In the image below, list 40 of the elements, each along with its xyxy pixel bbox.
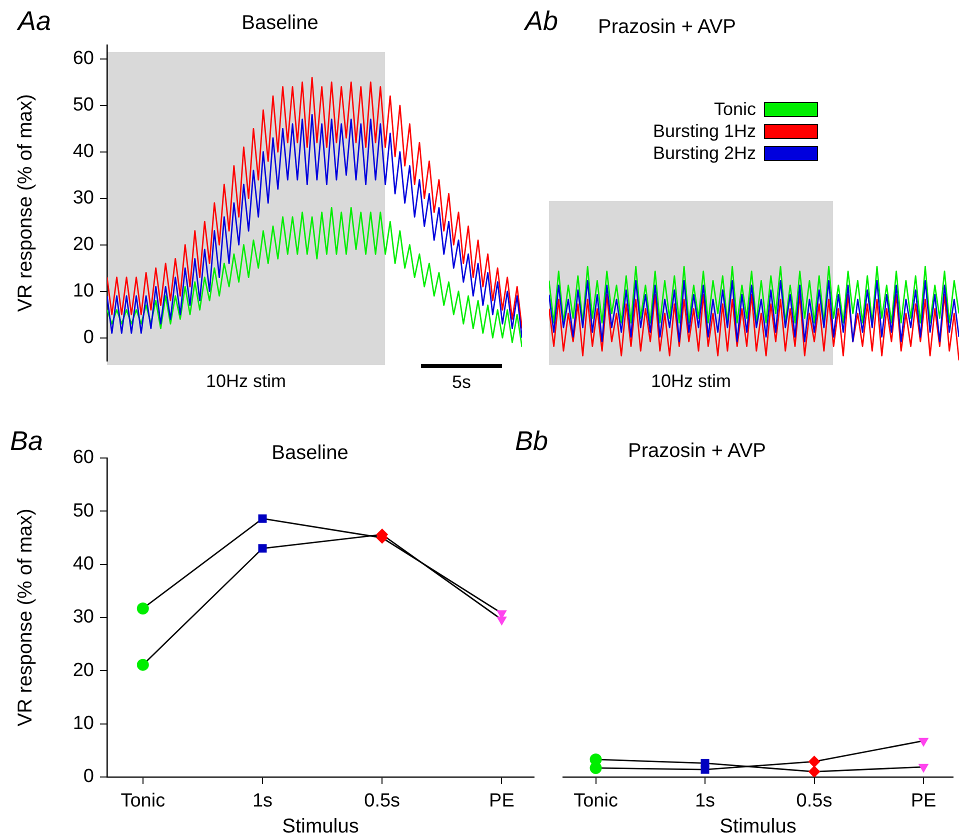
text: Aa xyxy=(18,6,52,37)
y-tick-label: 30 xyxy=(72,188,94,209)
y-tick-label: 50 xyxy=(72,500,94,522)
x-tick-label: 0.5s xyxy=(796,790,832,812)
x-tick-label: 1s xyxy=(694,790,716,812)
y-axis-title: VR response (% of max) xyxy=(14,94,37,312)
x-tick-label: 1s xyxy=(252,790,273,812)
legend-label: Bursting 1Hz xyxy=(652,120,756,142)
x-tick-label: PE xyxy=(489,790,514,812)
y-tick-label: 10 xyxy=(72,713,94,734)
y-tick-label: 20 xyxy=(72,234,94,256)
chart-title: Baseline xyxy=(272,442,348,465)
x-tick-label: 0.5s xyxy=(364,790,400,812)
text: Ab xyxy=(525,6,558,37)
x-tick-label: Tonic xyxy=(120,790,166,812)
x-axis-title: Stimulus xyxy=(720,816,796,838)
text: 10Hz stim xyxy=(206,371,286,392)
y-tick-label: 60 xyxy=(72,447,94,468)
y-tick-label: 0 xyxy=(83,766,94,788)
y-tick-label: 40 xyxy=(72,141,94,162)
legend-label: Bursting 2Hz xyxy=(652,142,756,164)
y-tick-label: 0 xyxy=(83,327,94,348)
chart-title: Prazosin + AVP xyxy=(628,440,766,463)
legend-label: Tonic xyxy=(712,98,756,120)
chart-title: Baseline xyxy=(242,12,318,35)
chart-title: Prazosin + AVP xyxy=(598,16,736,39)
x-tick-label: PE xyxy=(910,790,936,812)
x-tick-label: Tonic xyxy=(574,790,618,812)
text: Bb xyxy=(515,426,548,457)
text: 5s xyxy=(452,372,472,393)
y-tick-label: 20 xyxy=(72,660,94,681)
y-tick-label: 50 xyxy=(72,94,94,116)
y-tick-label: 60 xyxy=(72,48,94,70)
text: Ba xyxy=(10,426,44,457)
text: 10Hz stim xyxy=(650,371,732,392)
y-tick-label: 40 xyxy=(72,554,94,575)
y-tick-label: 30 xyxy=(72,606,94,628)
y-tick-label: 10 xyxy=(72,280,94,302)
y-axis-title: VR response (% of max) xyxy=(14,508,37,726)
x-axis-title: Stimulus xyxy=(282,816,359,838)
